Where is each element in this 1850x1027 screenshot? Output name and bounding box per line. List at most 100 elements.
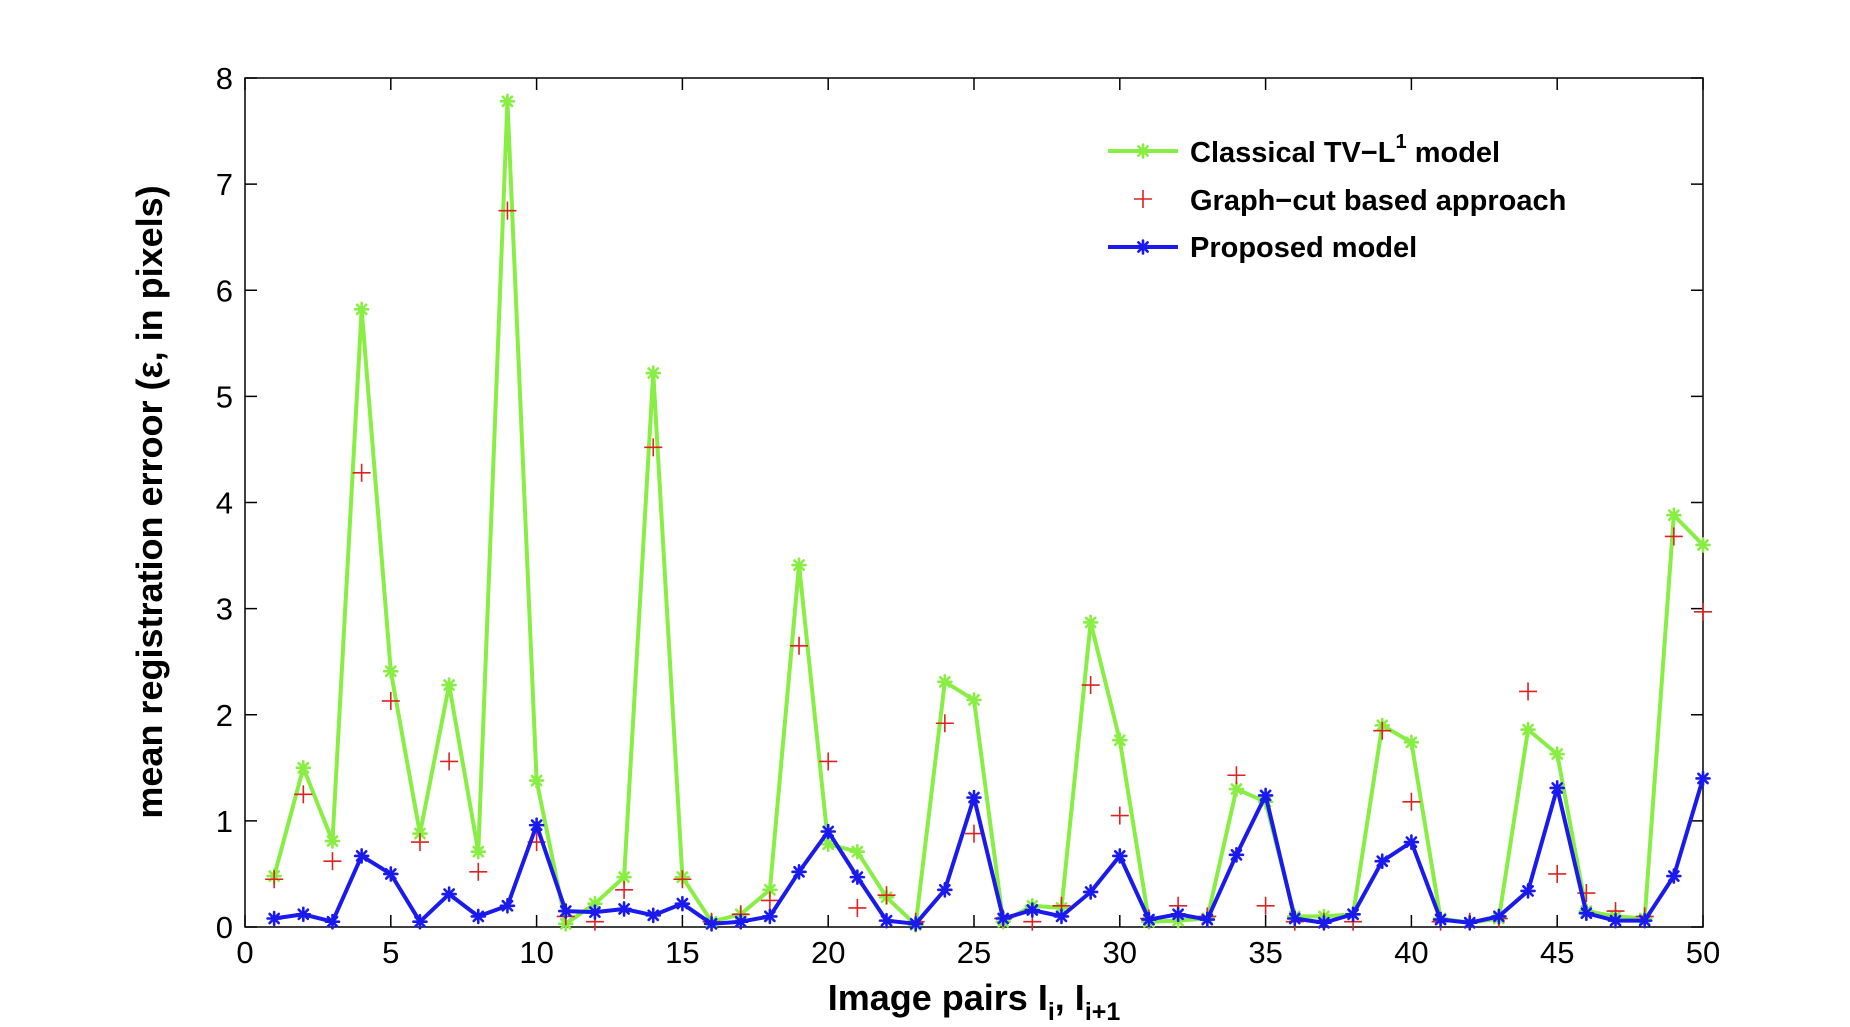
- x-axis-title-main: Image pairs I: [828, 977, 1048, 1018]
- legend-label-proposed: Proposed model: [1190, 232, 1417, 264]
- point-graphcut-49: [1664, 527, 1683, 546]
- y-tick-label-0: 0: [216, 910, 233, 945]
- point-proposed-21: [849, 869, 866, 885]
- point-classical-7: [441, 677, 457, 693]
- x-tick-label-2: 10: [519, 935, 553, 970]
- legend-star-classical: [1135, 143, 1151, 159]
- point-graphcut-21: [848, 898, 867, 917]
- point-classical-4: [353, 301, 370, 318]
- point-classical-5: [382, 663, 399, 680]
- point-proposed-25: [966, 789, 982, 806]
- x-tick-label-5: 25: [957, 935, 991, 970]
- point-graphcut-15: [673, 870, 692, 889]
- point-proposed-17: [732, 913, 749, 930]
- series-layer: [265, 93, 1712, 933]
- point-graphcut-45: [1548, 864, 1567, 883]
- y-tick-label-6: 6: [216, 273, 233, 308]
- series-proposed: [266, 770, 1711, 932]
- point-proposed-5: [382, 866, 399, 882]
- point-proposed-11: [557, 903, 574, 919]
- plot-area: [244, 77, 1704, 928]
- x-tick-labels: 0 5 10 15 20 25 30 35 40 45 50: [236, 935, 1720, 970]
- y-tick-label-3: 3: [216, 592, 233, 627]
- point-proposed-26: [995, 910, 1011, 927]
- point-proposed-31: [1141, 911, 1157, 928]
- point-graphcut-9: [498, 201, 517, 220]
- x-axis-title-sub2: i+1: [1085, 998, 1121, 1026]
- point-proposed-2: [295, 906, 312, 923]
- point-proposed-36: [1286, 910, 1303, 927]
- point-proposed-45: [1549, 780, 1565, 796]
- x-tick-label-9: 45: [1540, 935, 1574, 970]
- point-proposed-32: [1170, 906, 1186, 923]
- point-classical-44: [1520, 721, 1536, 738]
- point-proposed-13: [616, 901, 632, 917]
- point-proposed-46: [1578, 905, 1595, 922]
- point-graphcut-13: [615, 880, 634, 899]
- legend-label-graphcut: Graph−cut based approach: [1190, 185, 1566, 217]
- point-proposed-15: [674, 895, 691, 912]
- y-tick-label-8: 8: [216, 61, 233, 96]
- point-proposed-37: [1316, 914, 1332, 931]
- point-graphcut-34: [1227, 766, 1246, 785]
- y-tick-label-7: 7: [216, 167, 233, 202]
- point-proposed-35: [1257, 787, 1274, 804]
- point-proposed-14: [645, 907, 662, 924]
- point-proposed-50: [1695, 770, 1711, 787]
- point-graphcut-4: [352, 463, 371, 482]
- x-tick-label-10: 50: [1686, 935, 1720, 970]
- point-proposed-42: [1461, 914, 1478, 931]
- x-axis-title-sub1: i: [1048, 998, 1055, 1026]
- y-tick-labels: 0 1 2 3 4 5 6 7 8: [216, 61, 233, 945]
- x-tick-label-1: 5: [382, 935, 399, 970]
- point-proposed-23: [907, 916, 924, 932]
- point-classical-50: [1695, 537, 1711, 553]
- point-proposed-49: [1666, 868, 1682, 884]
- point-proposed-9: [499, 897, 516, 914]
- point-proposed-41: [1432, 911, 1449, 928]
- point-proposed-29: [1082, 884, 1099, 900]
- x-tick-label-4: 20: [811, 935, 845, 970]
- x-tick-label-7: 35: [1248, 935, 1282, 970]
- point-graphcut-40: [1402, 792, 1421, 811]
- point-classical-40: [1403, 734, 1420, 751]
- point-classical-8: [470, 843, 487, 860]
- x-tick-label-6: 30: [1103, 935, 1137, 970]
- point-classical-19: [791, 557, 807, 573]
- point-graphcut-25: [965, 824, 983, 843]
- point-graphcut-44: [1519, 682, 1538, 701]
- point-proposed-40: [1403, 834, 1420, 850]
- point-graphcut-22: [877, 886, 896, 905]
- y-tick-label-2: 2: [216, 698, 233, 733]
- point-graphcut-2: [294, 785, 313, 804]
- legend-marker-classical: [1135, 143, 1151, 159]
- point-proposed-22: [878, 912, 895, 929]
- point-classical-2: [295, 760, 312, 776]
- point-proposed-8: [470, 908, 487, 925]
- point-graphcut-18: [760, 891, 779, 910]
- axis-ticks: [244, 77, 1704, 928]
- point-proposed-19: [791, 864, 807, 880]
- y-tick-label-5: 5: [216, 379, 233, 414]
- point-graphcut-1: [265, 870, 284, 889]
- point-graphcut-30: [1110, 806, 1129, 825]
- point-proposed-39: [1374, 853, 1391, 870]
- point-classical-9: [499, 93, 516, 110]
- point-proposed-24: [937, 882, 953, 898]
- point-classical-21: [849, 843, 866, 860]
- x-axis-title: Image pairs Ii, Ii+1: [828, 977, 1121, 1026]
- point-graphcut-50: [1694, 602, 1712, 621]
- point-classical-14: [645, 365, 662, 381]
- point-proposed-10: [528, 817, 545, 833]
- y-tick-label-1: 1: [216, 804, 233, 839]
- legend-star-proposed: [1135, 239, 1151, 255]
- point-proposed-27: [1024, 902, 1041, 918]
- point-classical-30: [1112, 732, 1128, 749]
- point-graphcut-7: [440, 752, 459, 771]
- point-graphcut-3: [323, 852, 342, 871]
- legend-marker-graphcut: [1134, 190, 1152, 208]
- x-tick-label-8: 40: [1394, 935, 1428, 970]
- point-proposed-48: [1636, 912, 1653, 929]
- legend-plus-graphcut: [1134, 190, 1152, 208]
